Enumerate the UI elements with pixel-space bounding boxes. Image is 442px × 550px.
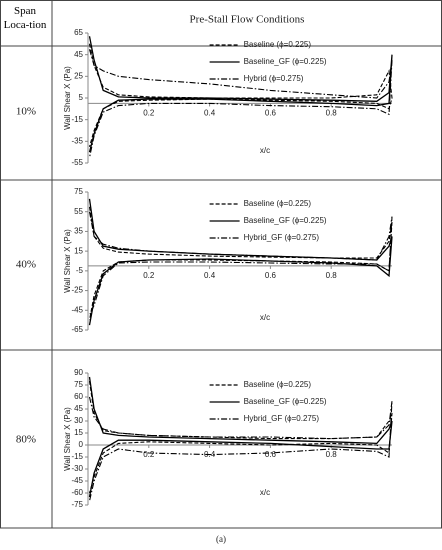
y-axis-label: Wall Shear X (Pa) [63,229,72,293]
x-tick-label: 0.6 [265,450,277,459]
legend-label: Baseline_GF (ϕ=0.225) [244,397,327,406]
series-line [88,43,393,147]
y-tick-label: 45 [74,50,83,59]
series-line [88,36,393,153]
y-tick-label: -15 [71,115,83,124]
y-tick-label: -60 [71,488,83,497]
x-tick-label: 0.2 [143,271,155,280]
series-line [88,376,393,498]
y-tick-label: 15 [74,246,83,255]
y-tick-label: -30 [71,464,83,473]
x-tick-label: 0.6 [265,271,277,280]
series-line [88,198,393,326]
y-tick-label: 75 [74,380,83,389]
legend-label: Baseline (ϕ=0.225) [244,380,312,389]
y-tick-label: -65 [71,325,83,334]
y-tick-label: -15 [71,452,83,461]
y-tick-label: 60 [74,392,83,401]
y-tick-label: 55 [74,207,83,216]
y-tick-label: 75 [74,187,83,196]
y-axis-label: Wall Shear X (Pa) [63,66,72,130]
series-line [88,49,393,158]
y-tick-label: 25 [74,71,83,80]
series-line [88,380,393,494]
y-tick-label: -55 [71,158,83,167]
y-tick-label: -45 [71,476,83,485]
series-line [88,211,393,316]
row-label: 40% [16,259,36,271]
header-cell: Span Loca-tion [3,5,47,31]
legend-label: Baseline (ϕ=0.225) [244,199,312,208]
y-tick-label: 65 [74,28,83,37]
x-tick-label: 0.6 [265,109,277,118]
y-tick-label: -25 [71,286,83,295]
y-tick-label: 15 [74,428,83,437]
y-tick-label: -75 [71,500,83,509]
x-axis-label: x/c [260,313,270,322]
legend-label: Hybrid_GF (ϕ=0.275) [244,233,320,242]
y-tick-label: 35 [74,227,83,236]
x-tick-label: 0.2 [143,109,155,118]
y-tick-label: 5 [79,93,84,102]
legend-label: Hybrid (ϕ=0.275) [244,74,304,83]
y-tick-label: 0 [79,440,84,449]
y-tick-label: -35 [71,136,83,145]
y-tick-label: 45 [74,404,83,413]
x-tick-label: 0.2 [143,450,155,459]
legend-label: Hybrid_GF (ϕ=0.275) [244,414,320,423]
series-line [88,396,393,502]
y-axis-label: Wall Shear X (Pa) [63,407,72,471]
y-tick-label: 30 [74,416,83,425]
legend-label: Baseline (ϕ=0.225) [244,40,312,49]
y-tick-label: 90 [74,368,83,377]
header-cell: Pre-Stall Flow Conditions [190,14,305,26]
caption: (a) [216,534,226,544]
y-tick-label: -45 [71,305,83,314]
row-label: 80% [16,434,36,446]
x-axis-label: x/c [260,146,270,155]
x-axis-label: x/c [260,488,270,497]
x-tick-label: 0.8 [326,109,338,118]
y-tick-label: -5 [76,266,84,275]
x-tick-label: 0.8 [326,271,338,280]
row-label: 10% [16,106,36,118]
legend-label: Baseline_GF (ϕ=0.225) [244,216,327,225]
x-tick-label: 0.4 [204,109,216,118]
x-tick-label: 0.8 [326,450,338,459]
legend-label: Baseline_GF (ϕ=0.225) [244,57,327,66]
x-tick-label: 0.4 [204,271,216,280]
